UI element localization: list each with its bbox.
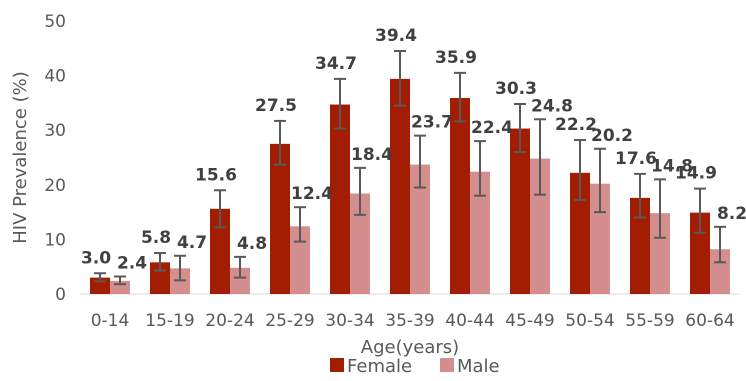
x-tick-label: 20-24 (205, 311, 254, 331)
male-value-label: 23.7 (411, 113, 453, 133)
x-tick-label: 15-19 (145, 311, 194, 331)
female-bar (270, 143, 290, 294)
error-bars-group (94, 50, 726, 286)
x-tick-label: 60-64 (685, 311, 734, 331)
female-bar (390, 78, 410, 294)
male-error-bar (594, 147, 606, 214)
x-tick-label: 30-34 (325, 311, 374, 331)
male-value-label: 22.4 (471, 118, 513, 138)
male-value-label: 8.2 (717, 204, 746, 224)
x-tick-label: 45-49 (505, 311, 554, 331)
male-value-label: 24.8 (531, 96, 573, 116)
female-error-bar (514, 102, 526, 154)
x-axis-title: Age(years) (361, 337, 459, 358)
male-bar (230, 267, 250, 294)
x-tick-label: 35-39 (385, 311, 434, 331)
female-error-bar (454, 71, 466, 123)
male-value-label: 12.4 (291, 184, 333, 204)
female-value-label: 39.4 (375, 26, 417, 46)
bars-group (90, 78, 730, 295)
x-axis-ticks: 0-14 15-19 20-24 25-29 30-34 35-39 40-44 45-49 5… (91, 311, 735, 331)
male-value-label: 2.4 (117, 254, 147, 274)
y-axis-title: HIV Prevalence (%) (10, 71, 31, 244)
x-tick-label: 25-29 (265, 311, 314, 331)
male-bar (470, 171, 490, 294)
female-value-label: 30.3 (495, 79, 537, 99)
y-tick-label: 50 (44, 12, 66, 32)
x-tick-label: 0-14 (91, 311, 130, 331)
male-error-bar (714, 225, 726, 264)
y-axis-ticks: 0 10 20 30 40 50 (44, 12, 66, 305)
x-tick-label: 40-44 (445, 311, 494, 331)
y-tick-label: 40 (44, 67, 66, 87)
y-tick-label: 0 (55, 285, 66, 305)
female-error-bar (574, 139, 586, 202)
legend-label: Female (347, 356, 412, 377)
y-tick-label: 10 (44, 230, 66, 250)
female-error-bar (214, 189, 226, 229)
female-value-label: 14.9 (675, 164, 717, 184)
male-error-bar (474, 140, 486, 197)
female-error-bar (634, 172, 646, 219)
male-error-bar (414, 134, 426, 189)
male-bar (530, 158, 550, 294)
female-bar (210, 208, 230, 294)
female-bar (510, 128, 530, 294)
female-error-bar (274, 119, 286, 166)
male-bar (410, 164, 430, 294)
female-value-label: 15.6 (195, 165, 237, 185)
x-tick-label: 55-59 (625, 311, 674, 331)
legend-item-male: Male (440, 356, 500, 377)
female-error-bar (154, 252, 166, 272)
legend: Female Male (330, 356, 500, 377)
male-error-bar (534, 118, 546, 196)
legend-item-female: Female (330, 356, 412, 377)
female-bar (450, 97, 470, 295)
female-bar (330, 104, 350, 295)
female-value-label: 22.2 (555, 115, 597, 135)
male-value-label: 4.7 (177, 233, 207, 253)
x-tick-label: 50-54 (565, 311, 614, 331)
female-bar (630, 197, 650, 294)
data-labels-group: 3.0 2.4 5.8 4.7 15.6 4.8 27.5 12.4 34.7 18.4 39.4 2… (81, 26, 746, 273)
female-value-label: 34.7 (315, 54, 357, 74)
male-error-bar (294, 206, 306, 243)
female-value-label: 35.9 (435, 48, 477, 68)
y-tick-label: 30 (44, 121, 66, 141)
female-error-bar (334, 77, 346, 130)
legend-swatch (440, 358, 454, 372)
female-value-label: 3.0 (81, 248, 111, 268)
female-bar (570, 172, 590, 294)
male-error-bar (654, 178, 666, 239)
male-error-bar (354, 166, 366, 216)
female-error-bar (94, 272, 106, 283)
male-error-bar (234, 255, 246, 279)
legend-swatch (330, 358, 344, 372)
y-tick-label: 20 (44, 176, 66, 196)
male-value-label: 14.8 (651, 156, 693, 176)
legend-label: Male (457, 356, 500, 377)
male-bar (650, 213, 670, 294)
male-error-bar (114, 275, 126, 286)
male-value-label: 18.4 (351, 145, 393, 165)
male-bar (350, 193, 370, 294)
male-value-label: 4.8 (237, 234, 267, 254)
male-value-label: 20.2 (591, 126, 633, 146)
female-value-label: 5.8 (141, 228, 171, 248)
male-bar (290, 226, 310, 294)
female-error-bar (694, 187, 706, 234)
female-value-label: 27.5 (255, 96, 297, 116)
male-error-bar (174, 254, 186, 282)
female-error-bar (394, 50, 406, 107)
female-value-label: 17.6 (615, 149, 657, 169)
male-bar (710, 249, 730, 294)
